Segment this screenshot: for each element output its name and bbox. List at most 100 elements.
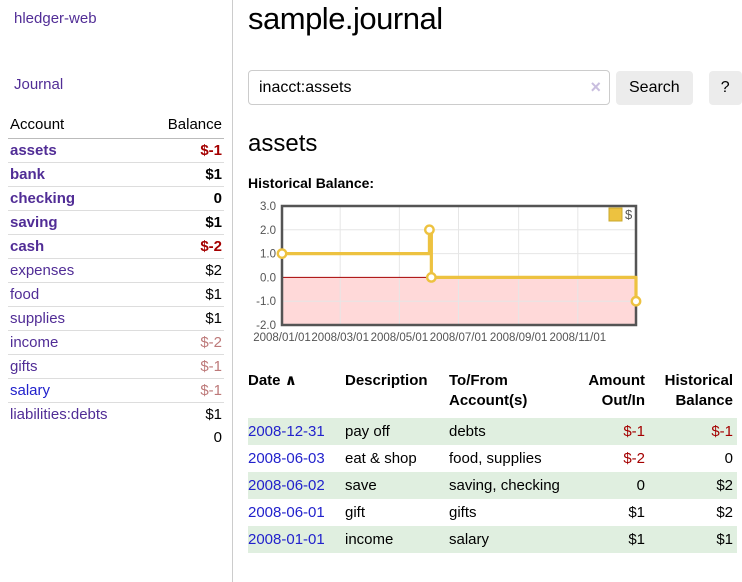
transaction-running-balance: $1 bbox=[649, 525, 737, 553]
transaction-accounts: debts bbox=[449, 417, 577, 445]
historical-balance-chart: $3.0 2.0 1.0 0.0 -1.0 -2.0 2008/01/01 2008/03/0… bbox=[248, 199, 742, 355]
data-point-marker bbox=[276, 248, 288, 259]
register-table: Date ∧ Description To/From Account(s) Amo… bbox=[248, 369, 737, 553]
sidebar: hledger-web Journal Account Balance asse… bbox=[0, 0, 233, 582]
register-header-accounts: To/From Account(s) bbox=[449, 372, 528, 410]
account-link[interactable]: expenses bbox=[10, 262, 75, 279]
clear-search-icon[interactable]: × bbox=[590, 77, 601, 97]
data-point-marker bbox=[425, 272, 437, 283]
transaction-row[interactable]: 2008-06-03 eat & shop food, supplies $-2 0 bbox=[248, 445, 737, 472]
account-row: salary $-1 bbox=[8, 378, 224, 403]
main-content: sample.journal × Search ? assets Histori… bbox=[233, 0, 742, 582]
account-balance: $1 bbox=[205, 286, 222, 303]
account-balance: 0 bbox=[213, 190, 222, 207]
accounts-header-row: Account Balance bbox=[8, 113, 224, 139]
search-button[interactable]: Search bbox=[616, 70, 693, 105]
account-row: expenses $2 bbox=[8, 258, 224, 283]
y-axis-tick-label: -2.0 bbox=[256, 320, 276, 332]
x-axis-tick-label: 2008/11/01 bbox=[549, 332, 606, 344]
chart-title: Historical Balance: bbox=[248, 175, 375, 191]
account-row: bank $1 bbox=[8, 162, 224, 187]
page-title: sample.journal bbox=[248, 1, 443, 36]
search-input[interactable] bbox=[248, 70, 610, 105]
account-link[interactable]: cash bbox=[10, 238, 45, 255]
accounts-header-balance: Balance bbox=[145, 113, 224, 139]
transaction-row[interactable]: 2008-01-01 income salary $1 $1 bbox=[248, 525, 737, 553]
account-row: supplies $1 bbox=[8, 306, 224, 331]
transaction-running-balance: $2 bbox=[649, 471, 737, 499]
transaction-date-link[interactable]: 2008-06-01 bbox=[248, 503, 325, 521]
data-point-marker bbox=[424, 224, 435, 236]
x-axis-tick-label: 2008/09/01 bbox=[490, 332, 548, 344]
account-link[interactable]: income bbox=[10, 334, 59, 351]
legend-label: $ bbox=[625, 207, 633, 222]
search-bar: × Search ? bbox=[248, 70, 742, 105]
x-axis-tick-label: 2008/07/01 bbox=[430, 332, 488, 344]
account-link[interactable]: bank bbox=[10, 166, 46, 183]
sort-ascending-icon: ∧ bbox=[284, 372, 297, 389]
transaction-description: pay off bbox=[345, 417, 449, 445]
transaction-date-link[interactable]: 2008-06-02 bbox=[248, 476, 325, 494]
account-link[interactable]: assets bbox=[10, 142, 57, 159]
app-brand-link[interactable]: hledger-web bbox=[14, 10, 97, 27]
transaction-date-link[interactable]: 2008-01-01 bbox=[248, 530, 325, 548]
transaction-amount: $1 bbox=[577, 525, 649, 553]
legend-swatch bbox=[608, 207, 623, 222]
account-row: income $-2 bbox=[8, 330, 224, 355]
account-link[interactable]: liabilities:debts bbox=[10, 406, 108, 423]
account-link[interactable]: saving bbox=[10, 214, 58, 231]
account-link[interactable]: food bbox=[10, 286, 40, 303]
transaction-amount: $-1 bbox=[577, 417, 649, 445]
register-header-row: Date ∧ Description To/From Account(s) Amo… bbox=[248, 369, 737, 418]
y-axis-tick-label: -1.0 bbox=[256, 296, 276, 308]
transaction-amount: $-2 bbox=[623, 449, 645, 467]
register-header-balance: Historical Balance bbox=[664, 372, 733, 410]
transaction-description: save bbox=[345, 471, 449, 499]
account-balance: $1 bbox=[205, 214, 222, 231]
register-header-description: Description bbox=[345, 372, 428, 389]
transaction-date-link[interactable]: 2008-12-31 bbox=[248, 422, 325, 440]
register-header-date[interactable]: Date ∧ bbox=[248, 372, 297, 389]
plot-border bbox=[280, 204, 638, 327]
transaction-date-link[interactable]: 2008-06-03 bbox=[248, 449, 325, 467]
y-axis-tick-label: 2.0 bbox=[260, 225, 276, 237]
transaction-accounts: gifts bbox=[449, 503, 477, 521]
account-row: assets $-1 bbox=[8, 139, 224, 163]
sidebar-item-journal[interactable]: Journal bbox=[14, 76, 64, 93]
transaction-amount: $1 bbox=[628, 503, 645, 521]
account-balance: $2 bbox=[205, 262, 222, 279]
transaction-amount: 0 bbox=[577, 471, 649, 499]
account-link[interactable]: checking bbox=[10, 190, 76, 207]
register-header-amount: Amount Out/In bbox=[588, 372, 645, 410]
account-row: liabilities:debts $1 bbox=[8, 402, 224, 427]
account-balance: $-1 bbox=[200, 142, 222, 159]
help-button[interactable]: ? bbox=[708, 70, 742, 105]
account-link[interactable]: salary bbox=[10, 382, 51, 399]
account-balance: $1 bbox=[205, 166, 222, 183]
account-balance: $-2 bbox=[200, 238, 222, 255]
accounts-total-value: 0 bbox=[213, 429, 222, 446]
x-axis-tick-label: 2008/03/01 bbox=[311, 332, 369, 344]
transaction-row[interactable]: 2008-06-02 save saving, checking 0 $2 bbox=[248, 471, 737, 499]
transaction-accounts: saving, checking bbox=[449, 471, 577, 499]
transaction-running-balance: $-1 bbox=[649, 417, 737, 445]
transaction-row[interactable]: 2008-06-01 gift gifts $1 $2 bbox=[248, 499, 737, 526]
account-balance: $1 bbox=[205, 310, 222, 327]
transaction-description: gift bbox=[345, 503, 366, 521]
accounts-total-row: 0 bbox=[8, 426, 224, 449]
transaction-accounts: salary bbox=[449, 525, 577, 553]
account-row: gifts $-1 bbox=[8, 354, 224, 379]
account-balance: $-2 bbox=[200, 334, 222, 351]
y-axis-tick-label: 3.0 bbox=[260, 201, 276, 213]
account-balance: $1 bbox=[205, 406, 222, 423]
account-link[interactable]: supplies bbox=[10, 310, 66, 327]
account-row: checking 0 bbox=[8, 186, 224, 211]
account-link[interactable]: gifts bbox=[10, 358, 38, 375]
transaction-row[interactable]: 2008-12-31 pay off debts $-1 $-1 bbox=[248, 417, 737, 445]
x-axis-tick-label: 2008/01/01 bbox=[253, 332, 311, 344]
account-row: food $1 bbox=[8, 282, 224, 307]
account-row: cash $-2 bbox=[8, 234, 224, 259]
data-point-marker bbox=[630, 295, 642, 307]
